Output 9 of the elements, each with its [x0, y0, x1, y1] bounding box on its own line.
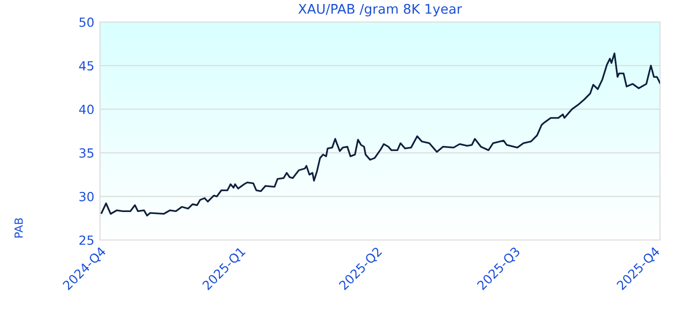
chart-title: XAU/PAB /gram 8K 1year — [298, 4, 462, 16]
y-tick-label: 35 — [79, 148, 94, 158]
y-tick-label: 50 — [80, 17, 94, 27]
y-tick-label: 30 — [79, 192, 94, 202]
line-series — [100, 52, 660, 216]
y-tick-label: 40 — [79, 104, 94, 114]
y-axis-title: PAB — [14, 218, 23, 238]
y-tick-label: 25 — [79, 235, 94, 245]
y-tick-label: 45 — [79, 61, 94, 71]
